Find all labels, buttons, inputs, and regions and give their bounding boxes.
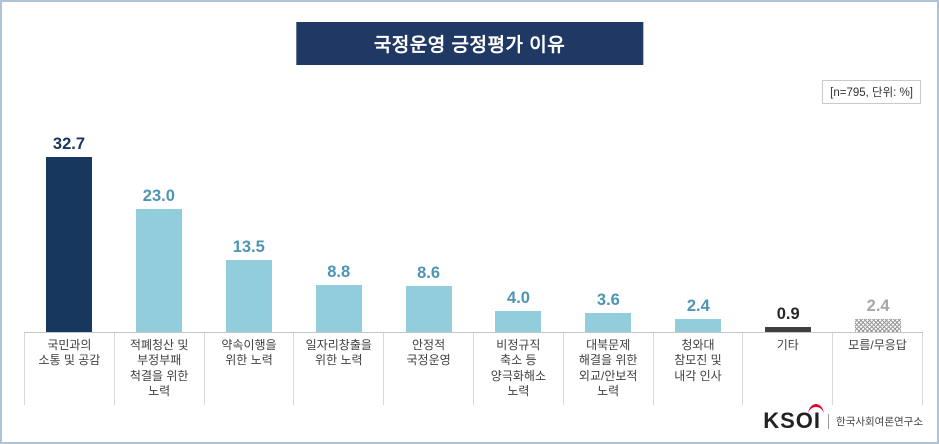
bar-value-label: 2.4 <box>686 297 710 316</box>
bar-column: 2.4 <box>833 297 923 332</box>
bar-value-label: 8.6 <box>417 263 441 282</box>
category-label: 모름/무응답 <box>833 333 923 405</box>
category-label: 기타 <box>743 333 834 405</box>
bar-column: 2.4 <box>653 297 743 332</box>
bar <box>135 208 182 332</box>
logo-accent-swoosh <box>808 404 825 415</box>
bar <box>495 310 542 332</box>
bar-value-label: 32.7 <box>52 135 86 153</box>
chart-title: 국정운영 긍정평가 이유 <box>295 22 644 65</box>
bar-column: 13.5 <box>204 238 294 332</box>
bar <box>45 157 92 332</box>
category-label: 일자리창출을 위한 노력 <box>294 333 385 405</box>
bar-column: 3.6 <box>563 291 653 332</box>
bar <box>585 312 632 332</box>
category-label: 비정규직 축소 등 양극화해소 노력 <box>474 333 564 405</box>
bar <box>765 327 812 332</box>
bar-column: 4.0 <box>474 289 564 332</box>
bar-column: 8.8 <box>294 263 384 332</box>
bar <box>405 285 452 332</box>
category-label: 대북문제 해결을 위한 외교/안보적 노력 <box>564 333 654 405</box>
bar <box>225 259 272 332</box>
bar-column: 0.9 <box>743 305 833 332</box>
bar <box>675 319 722 332</box>
bar-value-label: 8.8 <box>327 262 351 281</box>
category-axis-labels: 국민과의 소통 및 공감 적폐청산 및 부정부패 척결을 위한 노력 약속이행을 위… <box>24 333 923 405</box>
bar-value-label: 3.6 <box>596 290 620 309</box>
logo-subtext: 한국사회여론연구소 <box>828 413 923 429</box>
bar-value-label: 2.4 <box>866 297 890 316</box>
category-label: 약속이행을 위한 노력 <box>205 333 295 405</box>
category-label: 적폐청산 및 부정부패 척결을 위한 노력 <box>115 333 205 405</box>
logo-mark: KSOI <box>763 404 825 434</box>
bar <box>315 284 362 332</box>
category-label: 청와대 참모진 및 내각 인사 <box>654 333 744 405</box>
bar-value-label: 0.9 <box>776 305 800 324</box>
bar-value-label: 4.0 <box>507 288 530 307</box>
bar <box>855 319 902 332</box>
category-label: 안정적 국정운영 <box>384 333 474 405</box>
sample-size-note: [n=795, 단위: %] <box>822 80 921 104</box>
bar-chart: 32.7 23.0 13.5 8.8 8.6 4.0 3.6 2.4 0.9 2.4 <box>24 114 923 333</box>
ksoi-logo: KSOI 한국사회여론연구소 <box>763 404 923 434</box>
category-label: 국민과의 소통 및 공감 <box>24 333 115 405</box>
bar-value-label: 13.5 <box>232 237 265 256</box>
bar-column: 23.0 <box>114 187 204 332</box>
bar-value-label: 23.0 <box>142 186 175 205</box>
bar-column: 32.7 <box>24 135 114 332</box>
bar-column: 8.6 <box>384 264 474 332</box>
